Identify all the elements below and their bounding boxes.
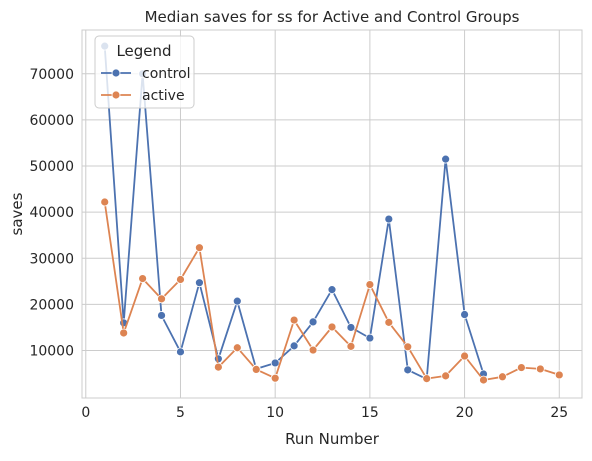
legend-label: active xyxy=(142,88,185,104)
legend: Legend control active xyxy=(94,35,195,109)
y-tick-label: 60000 xyxy=(29,113,74,129)
x-tick-label: 5 xyxy=(176,405,185,421)
data-point-active xyxy=(516,363,526,372)
legend-title: Legend xyxy=(116,42,171,60)
data-point-control xyxy=(270,358,280,368)
legend-swatch-marker xyxy=(111,90,121,100)
data-point-active xyxy=(195,243,204,253)
x-tick-label: 20 xyxy=(456,405,474,421)
data-point-active xyxy=(100,197,110,207)
y-tick-label: 40000 xyxy=(29,205,74,221)
y-tick-label: 30000 xyxy=(29,251,74,267)
x-tick-label: 10 xyxy=(266,405,284,421)
legend-box xyxy=(94,35,195,109)
data-point-active xyxy=(479,375,488,385)
data-point-active xyxy=(138,274,148,283)
data-point-active xyxy=(422,374,432,384)
data-point-active xyxy=(232,343,242,353)
legend-label: control xyxy=(142,66,191,82)
tick-labels: 0 5 10 15 20 25 10000 20000 30000 40000 50000 60000… xyxy=(29,67,568,421)
x-tick-label: 15 xyxy=(361,405,379,421)
data-point-active xyxy=(251,365,261,374)
y-tick-label: 20000 xyxy=(29,297,74,313)
data-point-control xyxy=(403,365,413,375)
data-point-active xyxy=(270,373,280,383)
data-point-active xyxy=(176,275,185,284)
data-point-control xyxy=(308,317,318,327)
y-axis-label: saves xyxy=(8,192,26,235)
data-point-control xyxy=(441,154,451,164)
y-tick-label: 50000 xyxy=(29,159,74,175)
data-point-control xyxy=(176,347,185,357)
data-point-active xyxy=(403,342,413,352)
data-point-control xyxy=(384,214,394,224)
data-point-active xyxy=(498,372,507,382)
legend-item-control: control xyxy=(101,66,191,82)
x-tick-label: 25 xyxy=(550,405,568,421)
data-point-active xyxy=(308,345,318,355)
x-tick-label: 0 xyxy=(81,405,90,421)
data-point-control xyxy=(195,278,204,288)
data-point-active xyxy=(157,294,166,304)
data-point-active xyxy=(346,341,356,351)
x-axis-label: Run Number xyxy=(285,430,380,448)
data-point-active xyxy=(289,315,299,325)
y-tick-label: 10000 xyxy=(29,344,74,360)
data-point-control xyxy=(365,333,375,343)
data-point-active xyxy=(213,362,223,372)
data-point-active xyxy=(365,280,375,289)
y-tick-label: 70000 xyxy=(29,67,74,83)
data-point-active xyxy=(119,328,129,338)
data-point-active xyxy=(460,351,469,361)
data-point-control xyxy=(460,310,469,319)
data-point-control xyxy=(157,311,166,320)
data-point-control xyxy=(327,285,337,295)
data-point-active xyxy=(554,370,564,380)
legend-item-active: active xyxy=(101,88,185,104)
data-point-active xyxy=(441,371,451,381)
data-point-control xyxy=(346,323,356,332)
chart-title: Median saves for ss for Active and Contr… xyxy=(145,8,520,26)
series-active xyxy=(100,197,564,385)
data-point-active xyxy=(535,364,545,374)
data-point-active xyxy=(327,322,337,332)
data-point-active xyxy=(384,317,394,327)
data-point-control xyxy=(289,341,299,351)
data-point-control xyxy=(232,296,242,306)
legend-swatch-marker xyxy=(111,68,121,78)
